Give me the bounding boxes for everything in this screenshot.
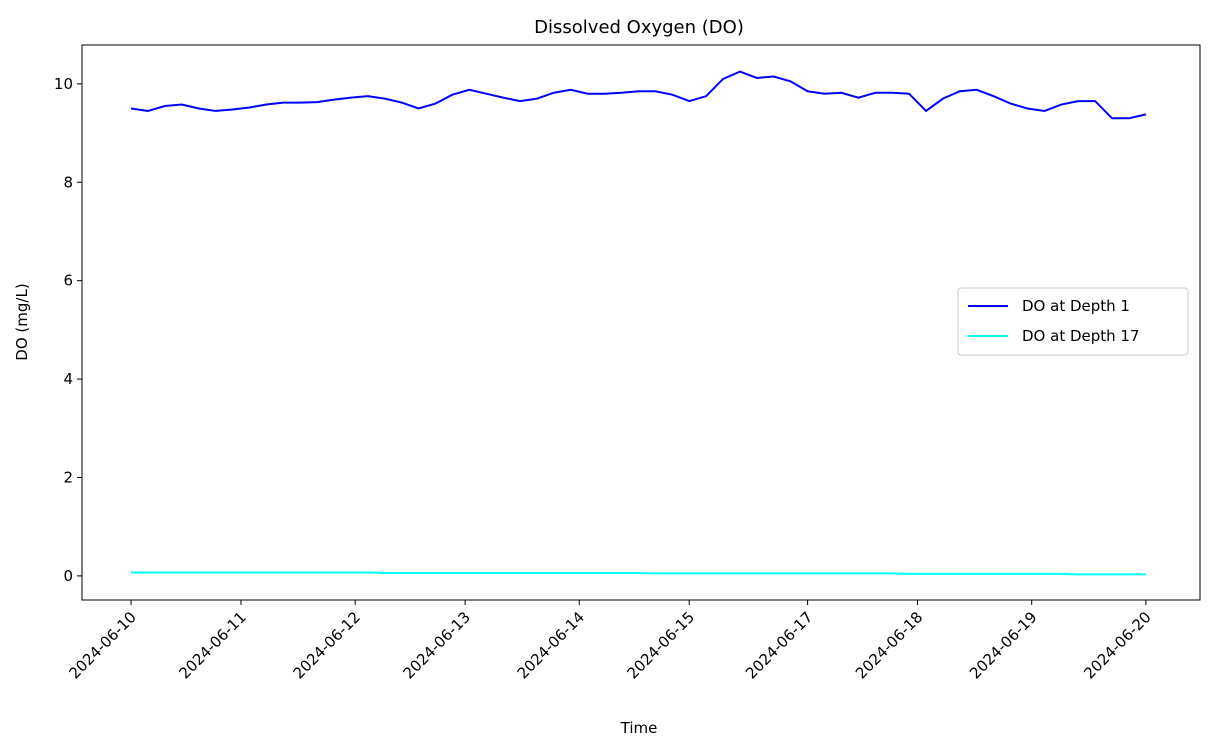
plot-frame bbox=[81, 44, 1201, 601]
y-tick-label: 8 bbox=[63, 173, 73, 191]
legend-label: DO at Depth 17 bbox=[1022, 327, 1140, 345]
y-axis-label: DO (mg/L) bbox=[13, 283, 31, 360]
y-tick-label: 6 bbox=[63, 272, 73, 290]
x-tick-label: 2024-06-11 bbox=[175, 608, 249, 682]
x-tick-label: 2024-06-10 bbox=[65, 608, 139, 682]
legend: DO at Depth 1 DO at Depth 17 bbox=[957, 287, 1189, 356]
x-axis-label: Time bbox=[620, 719, 658, 737]
y-tick-label: 4 bbox=[63, 370, 73, 388]
legend-label: DO at Depth 1 bbox=[1022, 297, 1130, 315]
y-tick-label: 0 bbox=[63, 567, 73, 585]
x-tick-label: 2024-06-13 bbox=[400, 608, 474, 682]
x-tick-label: 2024-06-14 bbox=[514, 608, 588, 682]
x-tick-label: 2024-06-19 bbox=[966, 608, 1040, 682]
series-line bbox=[130, 70, 1147, 120]
x-tick-label: 2024-06-18 bbox=[852, 608, 926, 682]
x-tick-label: 2024-06-15 bbox=[624, 608, 698, 682]
x-tick-label: 2024-06-12 bbox=[290, 608, 364, 682]
y-tick-label: 2 bbox=[63, 468, 73, 486]
y-tick-label: 10 bbox=[54, 75, 73, 93]
legend-box bbox=[957, 287, 1189, 356]
x-tick-label: 2024-06-20 bbox=[1080, 608, 1154, 682]
x-tick-label: 2024-06-17 bbox=[742, 608, 816, 682]
chart-title: Dissolved Oxygen (DO) bbox=[534, 17, 744, 38]
series-line bbox=[131, 571, 1146, 576]
